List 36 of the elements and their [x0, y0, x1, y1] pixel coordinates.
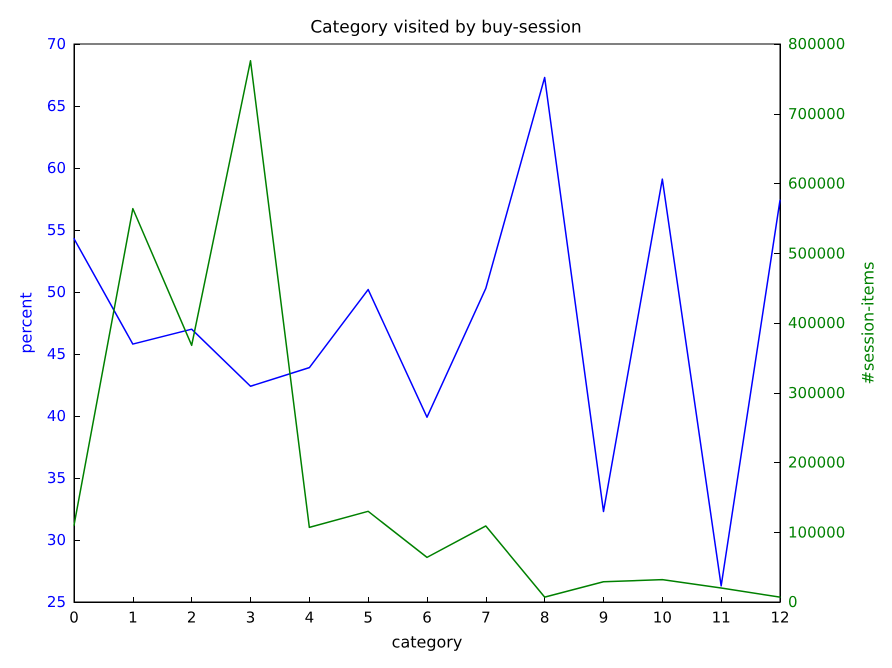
y2-tick-label: 400000	[788, 314, 846, 332]
y-tick-label: 65	[46, 97, 66, 115]
y-tick-label: 55	[46, 221, 66, 239]
chart-title: Category visited by buy-session	[310, 18, 582, 38]
y-tick-label: 40	[46, 407, 66, 425]
x-tick-label: 5	[363, 608, 373, 626]
x-tick-label: 3	[246, 608, 256, 626]
y-tick-label: 45	[46, 345, 66, 363]
x-tick-label: 4	[304, 608, 314, 626]
y2-tick-label: 500000	[788, 244, 846, 262]
x-tick-label: 1	[128, 608, 138, 626]
y2-tick-label: 700000	[788, 104, 846, 123]
x-tick-label: 0	[69, 608, 79, 626]
x-tick-label: 9	[598, 608, 608, 626]
x-tick-label: 6	[422, 608, 432, 626]
x-axis-title: category	[392, 632, 462, 652]
y-tick-label: 60	[46, 159, 66, 177]
y-tick-label: 35	[46, 469, 66, 487]
y-axis-title: percent	[16, 292, 36, 354]
x-tick-label: 8	[540, 608, 550, 626]
y-tick-label: 25	[46, 593, 66, 611]
y2-axis-title: #session-items	[858, 262, 878, 384]
x-tick-label: 11	[712, 608, 731, 626]
y-tick-label: 30	[46, 531, 66, 549]
y2-tick-label: 200000	[788, 454, 846, 472]
y2-tick-label: 600000	[788, 174, 846, 192]
x-tick-label: 12	[770, 608, 790, 626]
x-tick-label: 10	[652, 608, 672, 626]
y2-tick-label: 800000	[788, 35, 846, 53]
y2-tick-label: 100000	[788, 523, 846, 542]
y-tick-label: 50	[46, 283, 66, 301]
y-tick-label: 70	[46, 35, 66, 53]
y2-tick-label: 300000	[788, 384, 846, 402]
x-tick-label: 2	[186, 608, 196, 626]
x-tick-label: 7	[481, 608, 491, 626]
y2-tick-label: 0	[788, 593, 798, 611]
